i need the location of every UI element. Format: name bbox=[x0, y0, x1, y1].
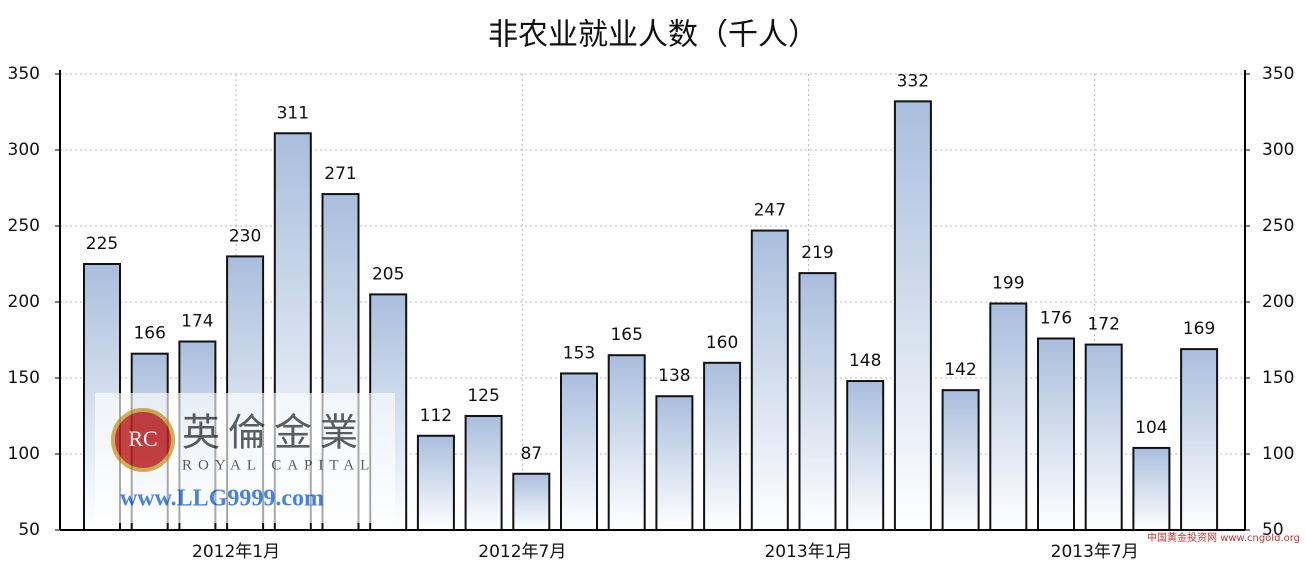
y-tick-label: 50 bbox=[18, 520, 40, 540]
y-tick-label: 200 bbox=[8, 292, 40, 312]
data-label: 148 bbox=[849, 351, 881, 371]
y2-tick-label: 350 bbox=[1262, 64, 1294, 84]
bar bbox=[846, 380, 885, 532]
y-tick-label: 300 bbox=[8, 140, 40, 160]
data-label: 219 bbox=[801, 243, 833, 263]
y2-tick-label: 250 bbox=[1262, 216, 1294, 236]
bar bbox=[560, 372, 598, 531]
data-label: 87 bbox=[520, 444, 542, 464]
y-tick-label: 350 bbox=[8, 64, 40, 84]
bar bbox=[750, 229, 789, 531]
watermark-url: www.LLG9999.com bbox=[120, 486, 324, 512]
bar bbox=[416, 434, 455, 532]
x-tick-label: 2013年7月 bbox=[1051, 542, 1139, 562]
data-label: 138 bbox=[658, 366, 690, 386]
data-label: 153 bbox=[563, 343, 595, 363]
y-tick-label: 250 bbox=[8, 216, 40, 236]
data-label: 174 bbox=[181, 312, 213, 332]
bar bbox=[607, 354, 646, 532]
data-label: 332 bbox=[897, 71, 929, 91]
data-label: 205 bbox=[372, 264, 404, 284]
bar bbox=[941, 389, 980, 531]
data-label: 169 bbox=[1183, 319, 1215, 339]
bar bbox=[798, 272, 837, 531]
data-label: 230 bbox=[229, 226, 261, 246]
data-label: 160 bbox=[706, 333, 738, 353]
y2-tick-label: 50 bbox=[1262, 520, 1284, 540]
corner-watermark: 中国黄金投资网 www.cngold.org bbox=[1147, 531, 1300, 544]
data-label: 172 bbox=[1087, 315, 1119, 335]
bar bbox=[989, 302, 1028, 531]
bar bbox=[1180, 348, 1219, 531]
y-tick-label: 150 bbox=[8, 368, 40, 388]
watermark: RC 英倫金業 ROYAL CAPITAL www.LLG9999.com bbox=[95, 393, 395, 523]
watermark-logo: RC bbox=[128, 426, 157, 451]
bar bbox=[1132, 446, 1171, 532]
data-label: 166 bbox=[133, 324, 165, 344]
data-label: 165 bbox=[610, 325, 642, 345]
data-label: 225 bbox=[86, 234, 118, 254]
data-label: 271 bbox=[324, 164, 356, 184]
data-label: 142 bbox=[944, 360, 976, 380]
chart-title: 非农业就业人数（千人） bbox=[488, 18, 818, 53]
bar bbox=[655, 395, 694, 531]
y2-tick-label: 100 bbox=[1262, 444, 1294, 464]
y2-tick-label: 150 bbox=[1262, 368, 1294, 388]
watermark-subtitle: ROYAL CAPITAL bbox=[182, 457, 375, 473]
x-tick-label: 2012年7月 bbox=[478, 542, 566, 562]
watermark-logo-badge bbox=[111, 408, 175, 472]
bar bbox=[512, 472, 551, 532]
data-label: 112 bbox=[420, 406, 452, 426]
bar bbox=[703, 361, 742, 531]
data-label: 247 bbox=[754, 201, 786, 221]
data-label: 199 bbox=[992, 274, 1024, 294]
bar bbox=[1084, 343, 1123, 531]
data-label: 311 bbox=[277, 103, 309, 123]
data-label: 176 bbox=[1040, 308, 1072, 328]
bar bbox=[893, 100, 932, 532]
y2-tick-label: 200 bbox=[1262, 292, 1294, 312]
bar bbox=[1037, 337, 1075, 532]
bar bbox=[464, 415, 503, 531]
watermark-name: 英倫金業 bbox=[182, 411, 366, 455]
data-label: 104 bbox=[1135, 418, 1167, 438]
data-label: 125 bbox=[467, 386, 499, 406]
y-tick-label: 100 bbox=[8, 444, 40, 464]
y2-tick-label: 300 bbox=[1262, 140, 1294, 160]
x-tick-label: 2013年1月 bbox=[764, 542, 852, 562]
x-tick-label: 2012年1月 bbox=[192, 542, 280, 562]
